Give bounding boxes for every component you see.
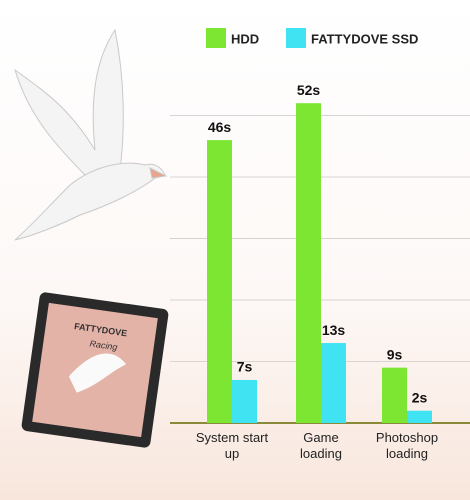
x-tick-label: Game loading (300, 430, 342, 461)
x-tick-label: Photoshop loading (375, 430, 439, 461)
ssd-illustration: FATTYDOVE Racing (21, 292, 169, 448)
bar (407, 410, 432, 423)
legend-label: HDD (231, 31, 259, 46)
legend-label: FATTYDOVE SSD (311, 31, 418, 46)
x-tick-label: System start up (195, 430, 269, 461)
dove-illustration (14, 28, 168, 241)
legend-swatch (206, 28, 226, 48)
value-label: 52s (297, 82, 321, 98)
value-label: 13s (322, 322, 346, 338)
bar (207, 140, 232, 423)
bar (321, 343, 346, 423)
value-label: 9s (387, 346, 403, 362)
legend-swatch (286, 28, 306, 48)
bar (232, 379, 257, 423)
value-label: 2s (412, 389, 428, 405)
bar (296, 103, 321, 423)
ssd-model: Racing (89, 338, 118, 352)
value-label: 7s (237, 359, 253, 375)
bar (382, 367, 407, 423)
value-label: 46s (208, 119, 232, 135)
